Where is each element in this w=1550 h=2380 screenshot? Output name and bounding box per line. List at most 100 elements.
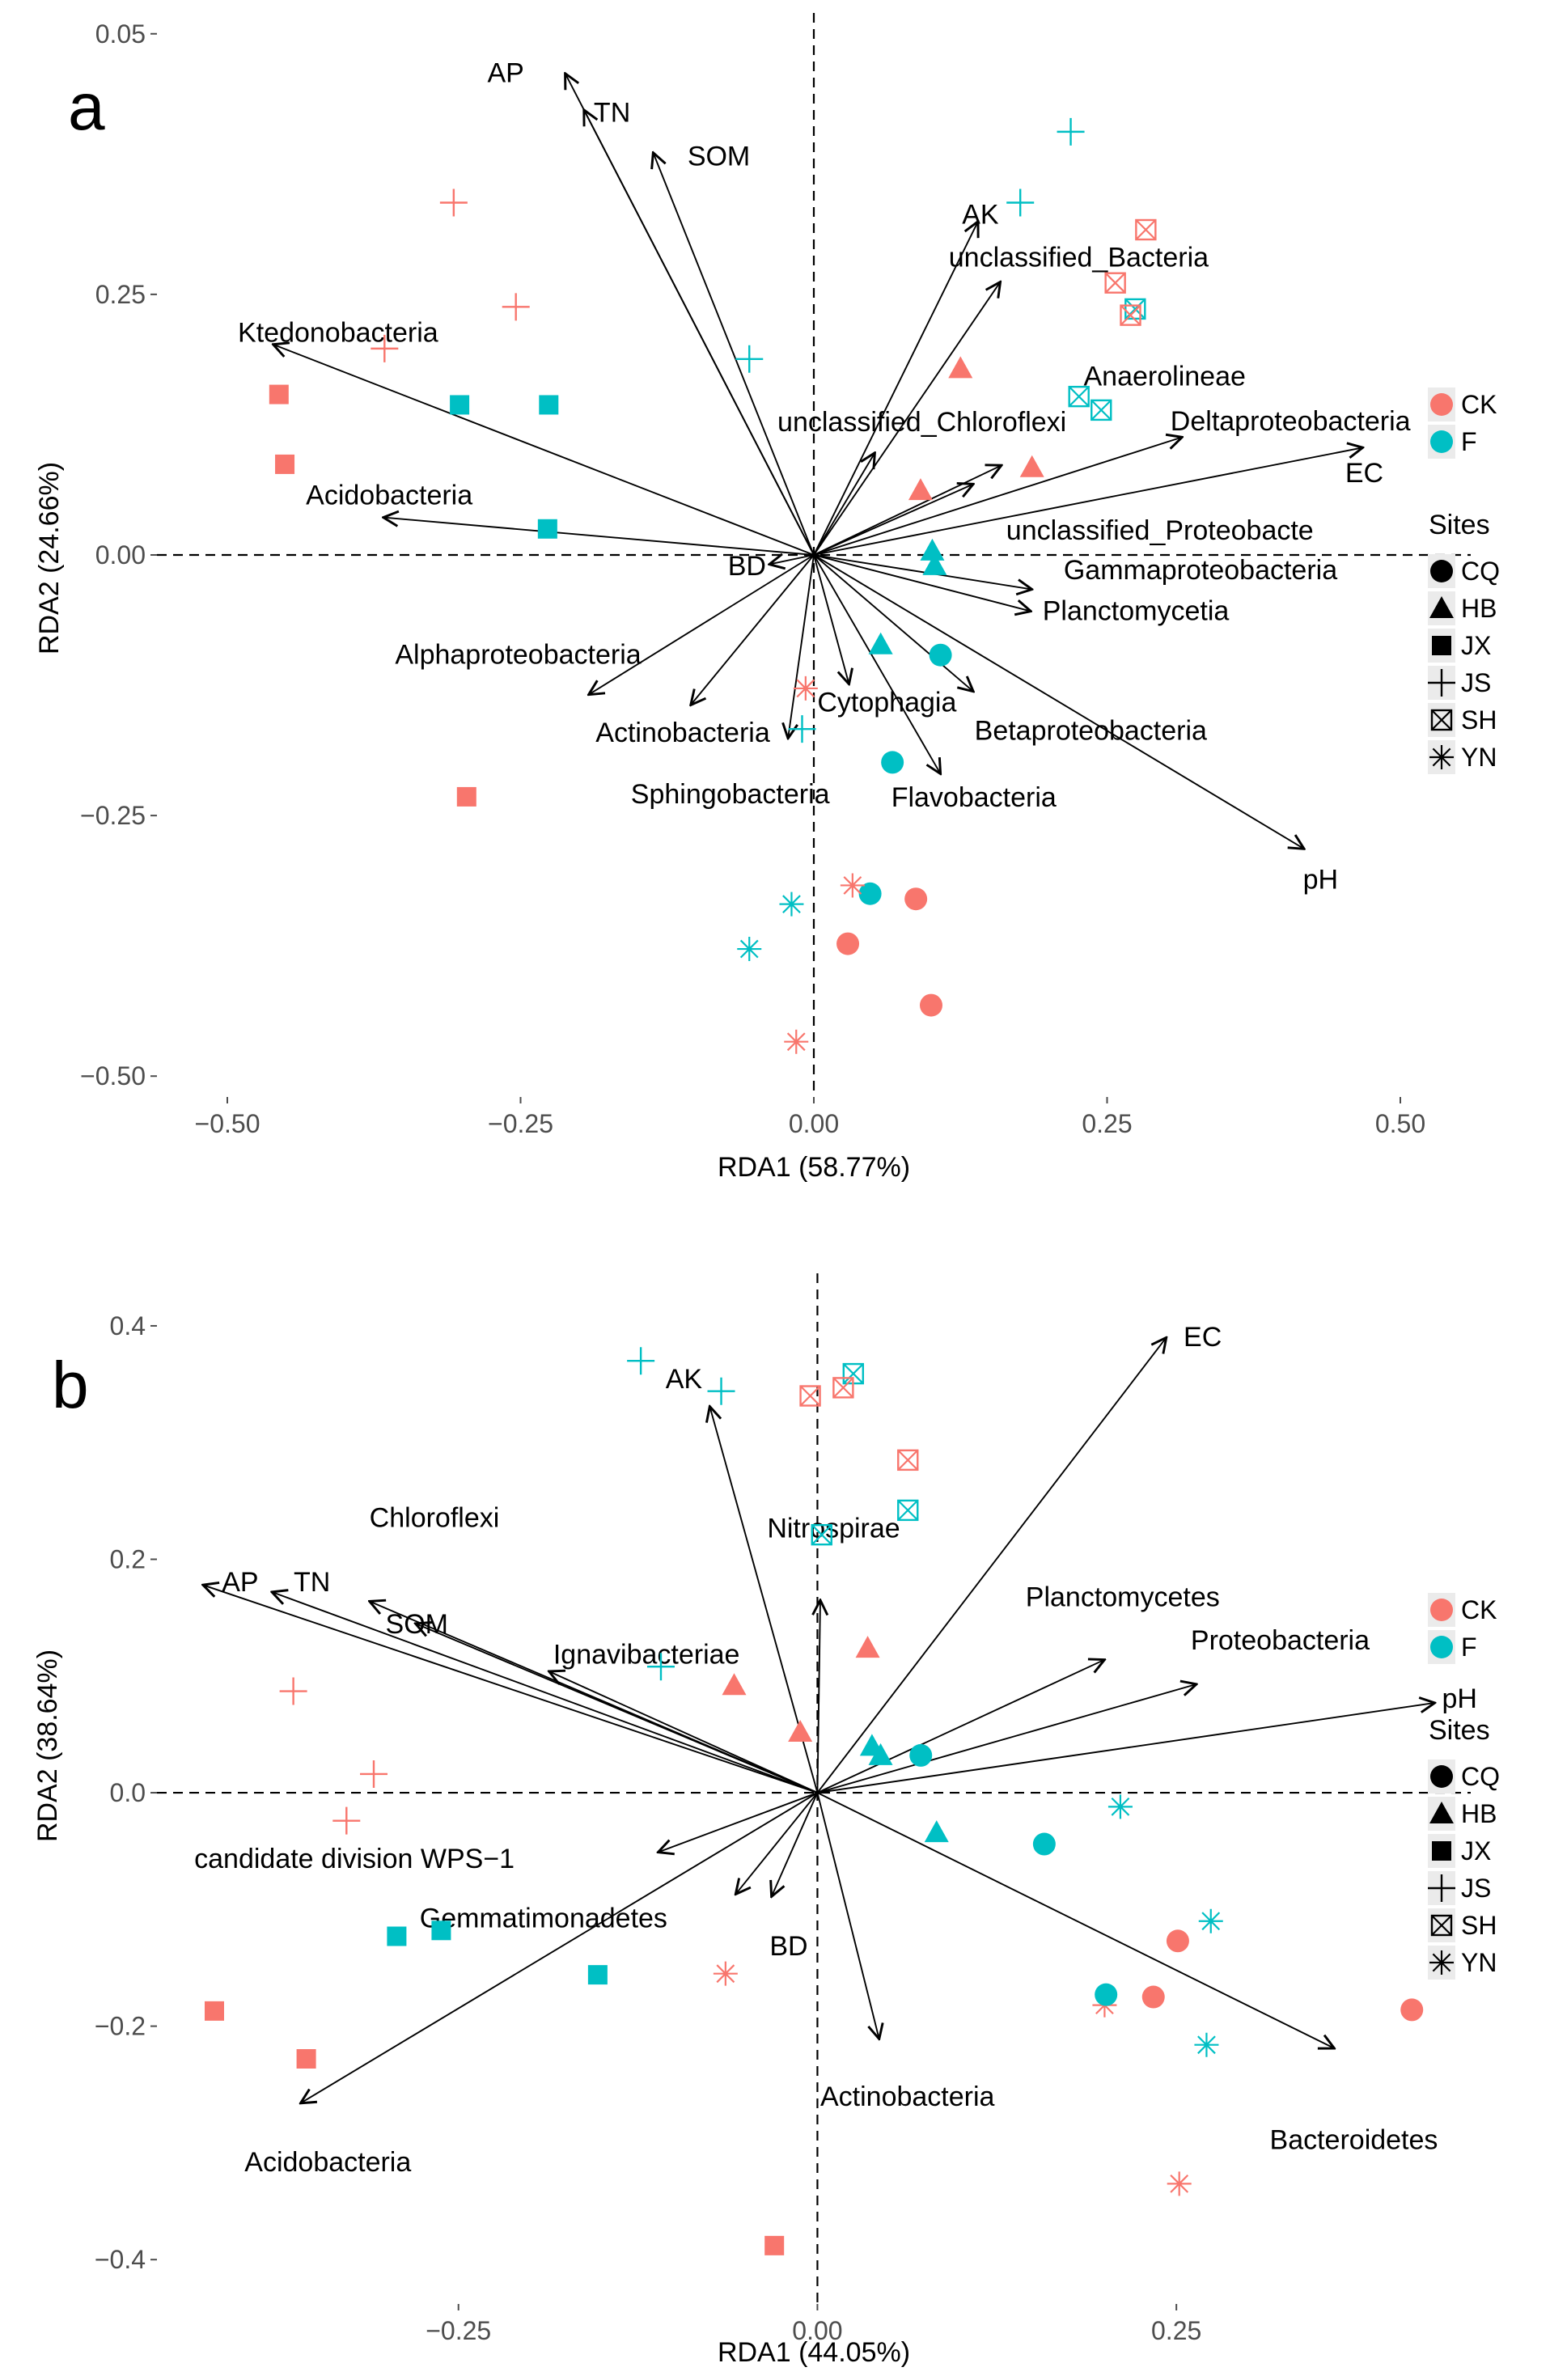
panel-b-point-yn-f	[1198, 1908, 1223, 1933]
panel-a-arrow-label-ktedonobacteria: Ktedonobacteria	[238, 317, 438, 348]
panel-a-legend-label-ck: CK	[1461, 390, 1497, 419]
panel-b-point-sh-ck	[799, 1385, 821, 1407]
panel-b-point-sh-ck	[832, 1377, 854, 1399]
panel-b-legend-label-sh: SH	[1461, 1911, 1497, 1940]
panel-a-y-tick-label: 0.25	[95, 280, 146, 309]
panel-b-point-jx-f	[431, 1921, 451, 1941]
panel-b-arrow-actinobacteria	[816, 1792, 879, 2039]
panel-a-arrow-betaproteobacteria	[813, 554, 973, 692]
panel-a-y-tick-label: −0.25	[80, 801, 146, 830]
panel-a-point-yn-ck	[784, 1029, 809, 1054]
panel-a-plot-area: −0.50 −0.25 0.00 0.25 0.50 0.05 0.25 0.00 −0.25 −…	[80, 13, 1471, 1138]
panel-a-arrow-label-actinobacteria: Actinobacteria	[595, 718, 770, 748]
panel-a-arrow-alphaproteobacteria	[589, 554, 815, 695]
panel-b-point-jx-ck	[764, 2235, 785, 2255]
panel-a-x-tick-label: 0.50	[1375, 1109, 1425, 1138]
panel-a-arrow-label-anaerolineae: Anaerolineae	[1084, 361, 1246, 392]
panel-a-arrow-sphingobacteria	[788, 554, 815, 739]
panel-a-arrow-label-unclassified-proteobacte: unclassified_Proteobacte	[1006, 515, 1314, 546]
panel-a-arrow-label-cytophagia: Cytophagia	[817, 688, 956, 718]
panel-a-point-yn-f	[779, 891, 804, 917]
panel-b-arrow-ph	[817, 1703, 1434, 1793]
panel-a-arrow-label-ph: pH	[1303, 865, 1338, 896]
panel-b-legend-label-hb: HB	[1461, 1799, 1497, 1828]
panel-b-point-sh-f	[811, 1523, 832, 1546]
panel-b-point-hb-ck	[722, 1673, 747, 1696]
panel-b-point-js-ck	[332, 1806, 361, 1835]
panel-a-x-tick-label: 0.00	[789, 1109, 839, 1138]
panel-b-arrow-planctomycetes	[817, 1660, 1104, 1793]
panel-b-point-jx-ck	[296, 2049, 316, 2069]
panel-a-arrow-ec	[813, 447, 1363, 556]
panel-a-legend-shape-cq	[1430, 560, 1453, 582]
panel-b-legend-label-f: F	[1461, 1633, 1477, 1662]
panel-b-arrow-label-proteobacteria: Proteobacteria	[1191, 1625, 1370, 1656]
panel-a-arrow-label-deltaproteobacteria: Deltaproteobacteria	[1171, 406, 1411, 437]
panel-a-point-yn-f	[737, 937, 762, 962]
panel-a-point-sh-ck	[1135, 218, 1157, 241]
panel-b-point-yn-f	[1107, 1794, 1133, 1819]
panel-a-arrow-gammaproteobacteria	[813, 554, 1032, 590]
panel-a-x-tick-label: 0.25	[1082, 1109, 1132, 1138]
panel-a-arrow-label-ak: AK	[962, 200, 999, 231]
panel-b-arrow-label-ec: EC	[1184, 1322, 1222, 1353]
panel-b-x-tick-label: 0.25	[1151, 2316, 1201, 2345]
panel-a-y-axis-title: RDA2 (24.66%)	[34, 462, 65, 654]
panel-b-point-hb-f	[924, 1820, 949, 1843]
panel-a-legend-label-cq: CQ	[1461, 557, 1500, 586]
panel-b-arrow-label-planctomycetes: Planctomycetes	[1026, 1582, 1220, 1613]
panel-b-x-tick-label: 0.00	[792, 2316, 842, 2345]
panel-a-point-jx-ck	[275, 454, 295, 474]
panel-b-point-cq-f	[1095, 1983, 1118, 2006]
panel-b-point-yn-ck	[1167, 2171, 1192, 2196]
panel-a-point-sh-f	[1068, 385, 1090, 408]
panel-a-arrow-label-planctomycetia: Planctomycetia	[1043, 595, 1230, 626]
panel-b-point-jx-f	[387, 1926, 407, 1946]
panel-a-y-tick-label: −0.50	[80, 1061, 146, 1090]
panel-a-point-yn-ck	[793, 675, 818, 701]
panel-a-legend-swatch-ck	[1430, 393, 1453, 416]
panel-a-arrow-som	[653, 153, 815, 556]
panel-b-arrow-label-gemmatimonadetes: Gemmatimonadetes	[420, 1903, 667, 1933]
panel-b-legend-shape-jx	[1432, 1841, 1451, 1861]
panel-a-legend-label-jx: JX	[1461, 631, 1491, 660]
panel-b-point-cq-f	[909, 1743, 933, 1767]
panel-a-arrow-label-sphingobacteria: Sphingobacteria	[631, 779, 830, 810]
panel-a-arrow-label-som: SOM	[688, 142, 750, 172]
panel-b-point-yn-f	[1194, 2032, 1219, 2057]
panel-b-legend-shape-yn	[1429, 1950, 1454, 1975]
panel-b-arrow-candidate-division-wps-1	[658, 1792, 818, 1853]
panel-b-x-tick-label: −0.25	[426, 2316, 491, 2345]
panel-a-legend-sites-title: Sites	[1429, 510, 1490, 540]
panel-a-point-hb-ck	[908, 478, 933, 501]
panel-a-point-jx-ck	[456, 786, 476, 807]
panel-a-arrow-anaerolineae	[813, 465, 1002, 556]
panel-b-arrow-ap	[203, 1585, 818, 1793]
panel-a-legend-shape-yn	[1429, 745, 1454, 769]
panel-b-arrow-som	[415, 1624, 818, 1793]
panel-a-point-cq-ck	[920, 993, 942, 1017]
panel-a-arrow-label-unclassified-chloroflexi: unclassified_Chloroflexi	[777, 407, 1066, 438]
panel-b-y-tick-label: 0.2	[110, 1544, 146, 1573]
panel-a-legend-swatch-f	[1430, 430, 1453, 453]
panel-b-y-axis-title: RDA2 (38.64%)	[32, 1649, 63, 1842]
panel-b-arrow-label-actinobacteria: Actinobacteria	[820, 2081, 995, 2112]
panel-b-letter: b	[52, 1349, 89, 1422]
panel-b-legend-label-yn: YN	[1461, 1948, 1497, 1977]
panel-b-x-axis-title: RDA1 (44.05%)	[718, 2337, 910, 2368]
panel-a-legend-label-yn: YN	[1461, 743, 1497, 772]
panel-b-arrow-bd	[772, 1792, 819, 1896]
panel-b-arrow-label-bacteroidetes: Bacteroidetes	[1270, 2125, 1438, 2156]
panel-a-arrow-deltaproteobacteria	[813, 437, 1182, 556]
panel-b-legend-shape-hb	[1429, 1802, 1454, 1823]
panel-a-point-cq-f	[929, 643, 952, 667]
panel-a-legend-label-hb: HB	[1461, 594, 1497, 623]
panel-a-arrow-label-ec: EC	[1345, 458, 1383, 489]
panel-a-arrow-label-ap: AP	[487, 57, 523, 88]
panel-b-legend-label-cq: CQ	[1461, 1762, 1500, 1791]
panel-b-legend-shape-cq	[1430, 1765, 1453, 1788]
panel-b-arrow-ec	[816, 1337, 1166, 1793]
panel-b-arrow-label-candidate-division-wps-1: candidate division WPS−1	[194, 1844, 515, 1874]
panel-a-point-js-f	[788, 715, 816, 743]
